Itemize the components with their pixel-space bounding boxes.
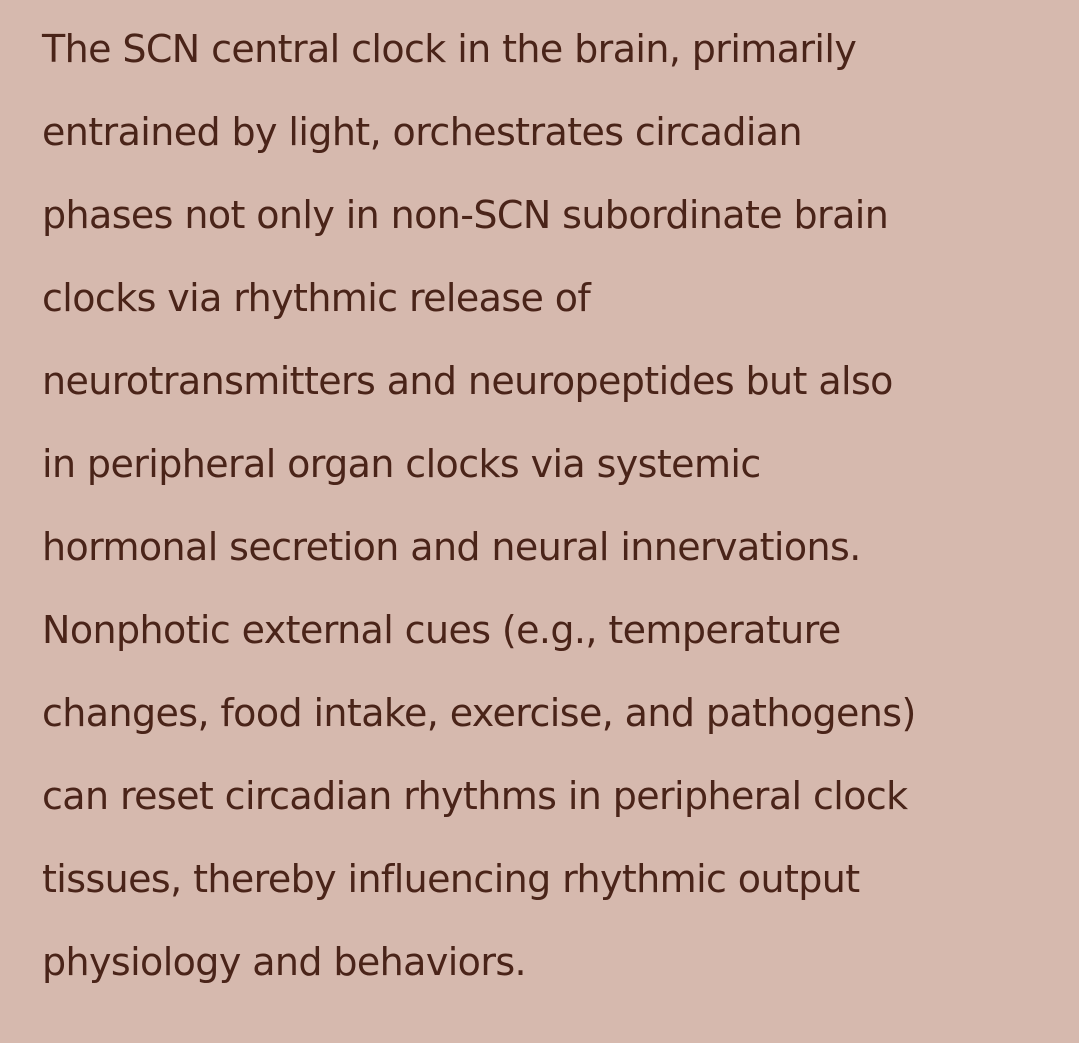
paragraph-line-11: tissues, thereby influencing rhythmic ou… <box>42 857 860 901</box>
paragraph-line-12: physiology and behaviors. <box>42 940 527 984</box>
paragraph-line-4: clocks via rhythmic release of <box>42 276 591 320</box>
paragraph-line-3: phases not only in non-SCN subordinate b… <box>42 193 889 237</box>
paragraph-line-10: can reset circadian rhythms in periphera… <box>42 774 908 818</box>
paragraph-line-8: Nonphotic external cues (e.g., temperatu… <box>42 608 841 652</box>
paragraph-line-1: The SCN central clock in the brain, prim… <box>42 27 857 71</box>
paragraph-line-9: changes, food intake, exercise, and path… <box>42 691 916 735</box>
paragraph-line-7: hormonal secretion and neural innervatio… <box>42 525 861 569</box>
paragraph-line-6: in peripheral organ clocks via systemic <box>42 442 761 486</box>
paragraph-line-2: entrained by light, orchestrates circadi… <box>42 110 803 154</box>
paragraph-line-5: neurotransmitters and neuropeptides but … <box>42 359 893 403</box>
